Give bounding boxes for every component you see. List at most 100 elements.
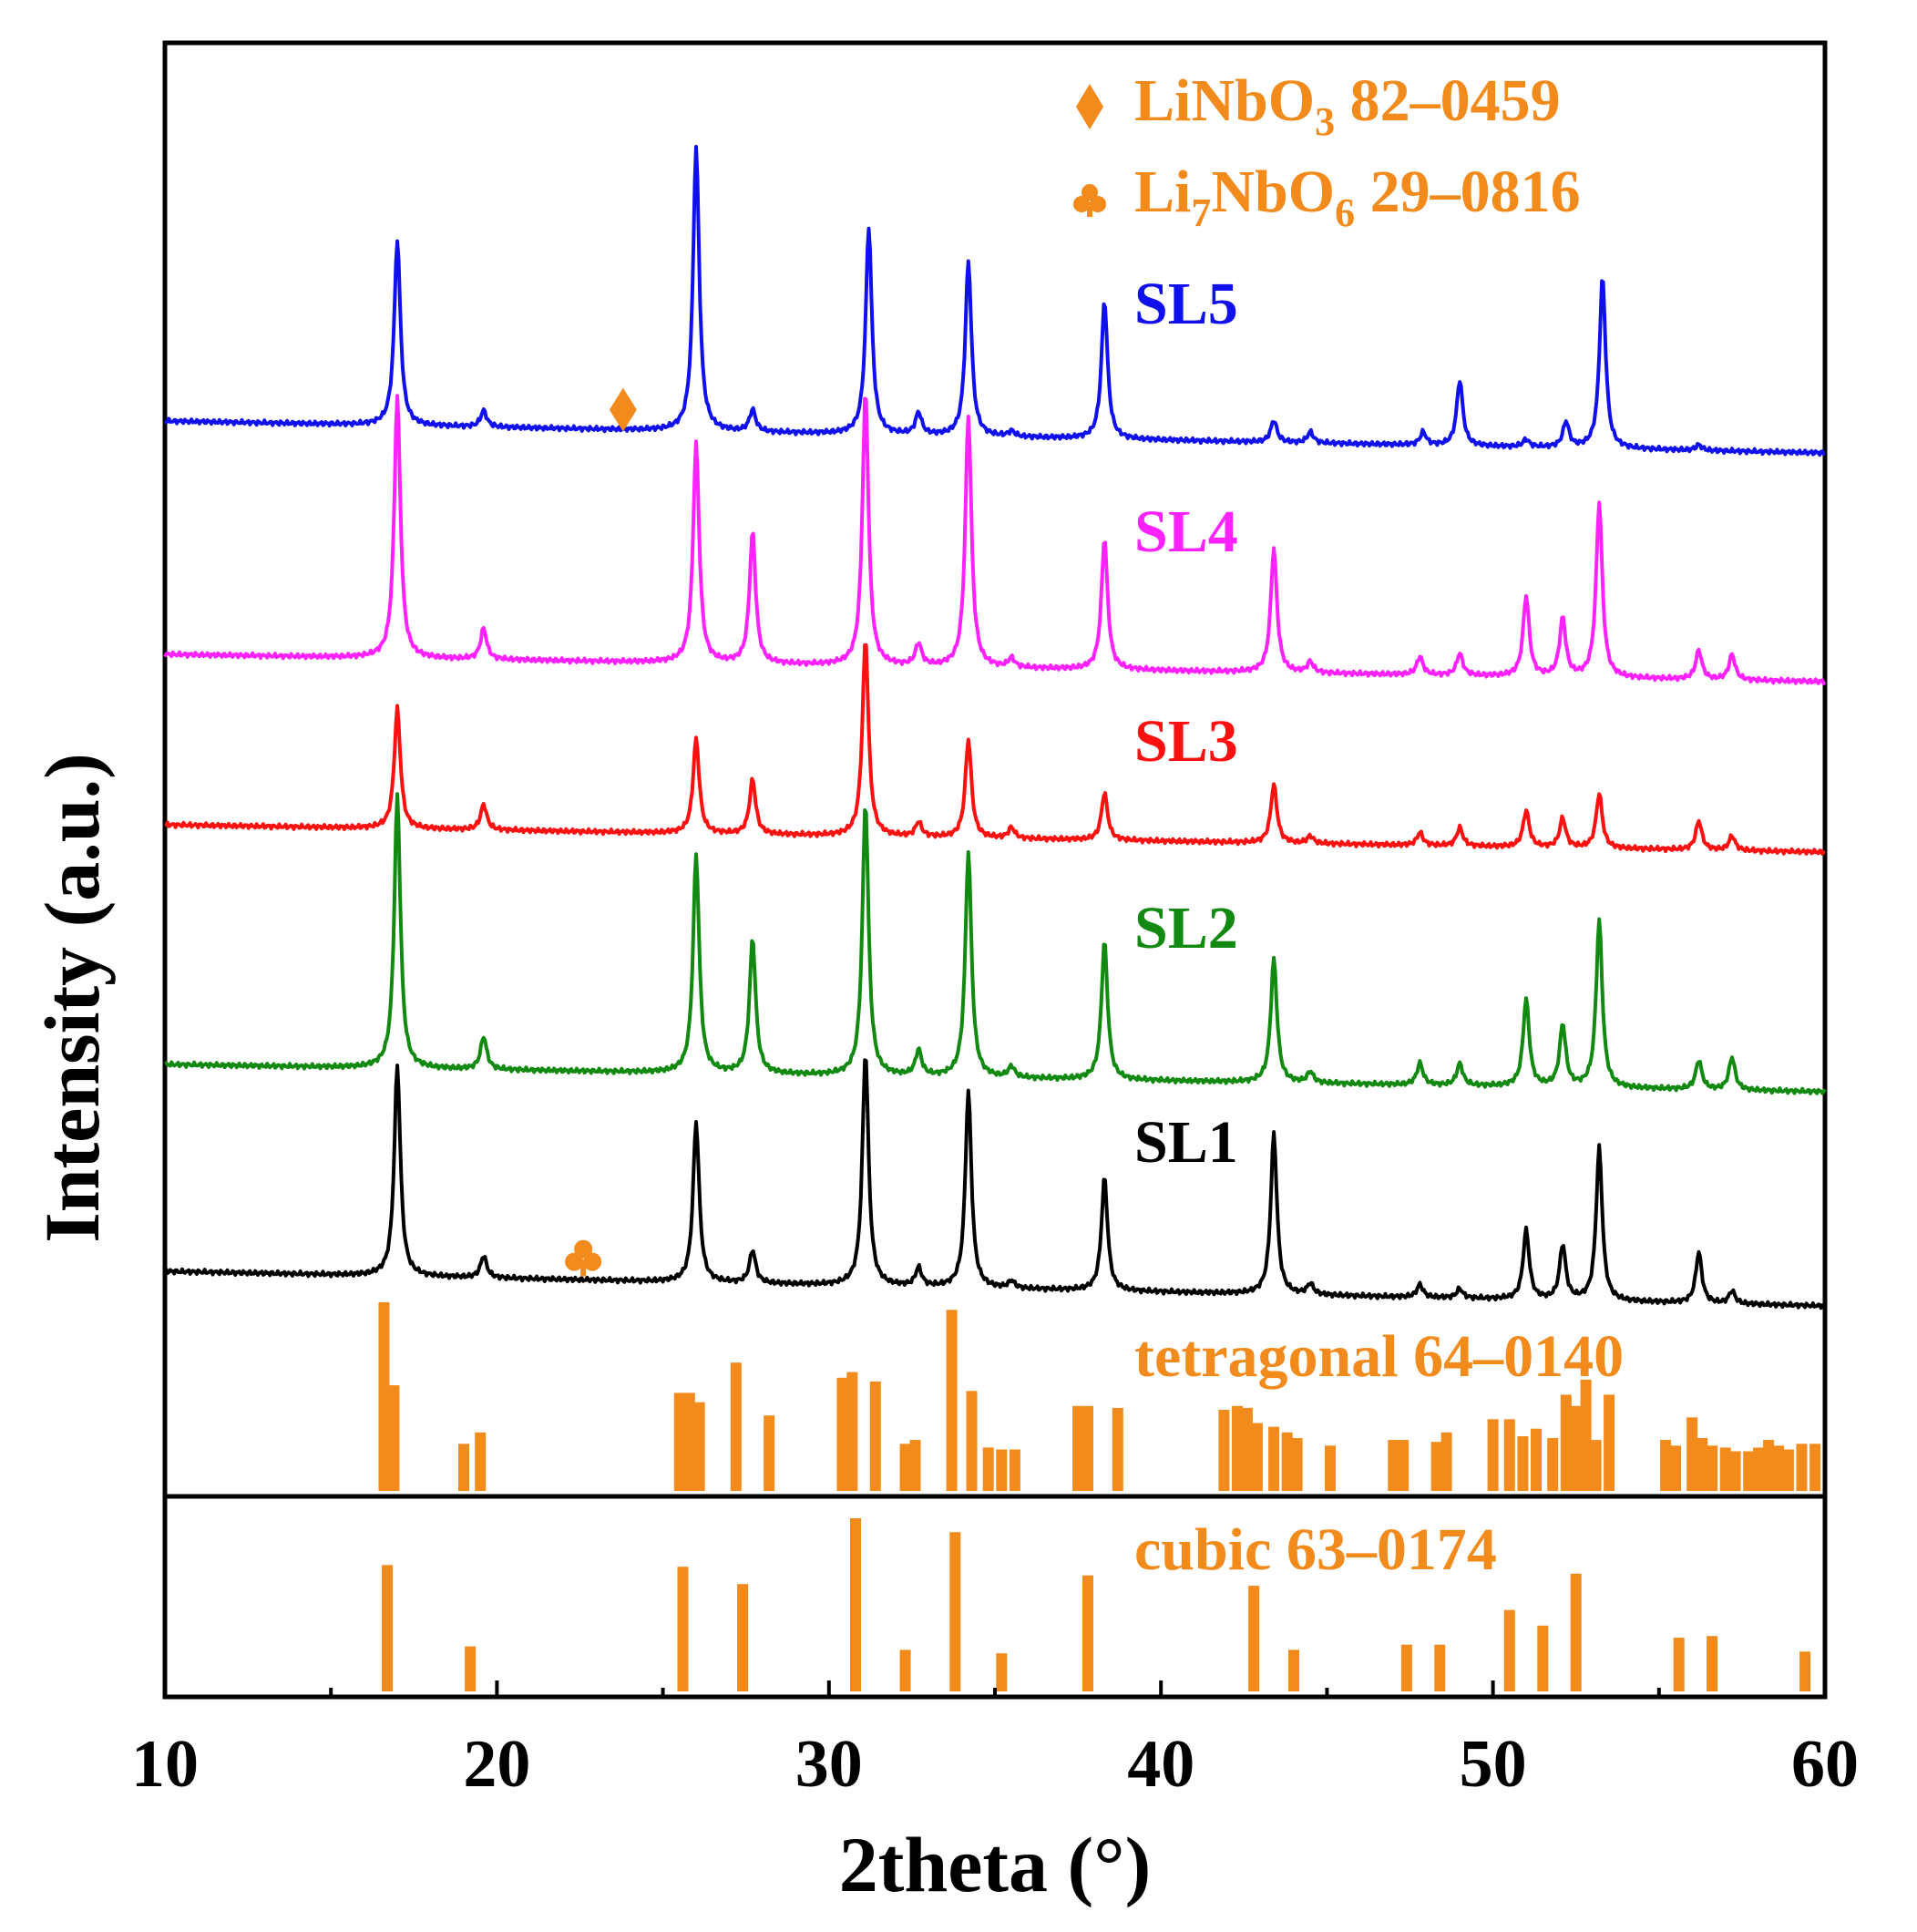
series-line-sl5	[163, 145, 1826, 457]
tetragonal-ref-line	[1487, 1419, 1499, 1491]
tetragonal-ref-line	[1218, 1410, 1230, 1491]
tetragonal-ref-line	[846, 1372, 858, 1491]
tetragonal-ref-line	[458, 1444, 469, 1492]
tetragonal-ref-line	[1660, 1440, 1672, 1491]
diamond-icon	[1076, 84, 1103, 129]
tetragonal-ref-line	[1082, 1405, 1093, 1491]
x-tick-label: 40	[1127, 1727, 1194, 1802]
tetragonal-ref-line	[996, 1449, 1008, 1491]
tetragonal-ref-line	[1440, 1432, 1452, 1491]
tetragonal-ref-line	[1580, 1379, 1592, 1491]
tetragonal-ref-line	[1743, 1451, 1755, 1491]
y-axis-label: Intensity (a.u.)	[28, 753, 116, 1243]
series-label-sl3: SL3	[1134, 708, 1238, 775]
tetragonal-ref-line	[1590, 1440, 1602, 1491]
tetragonal-ref-line	[946, 1310, 958, 1491]
club-marker-icon	[565, 1239, 602, 1277]
x-tick-label: 60	[1791, 1727, 1859, 1802]
tetragonal-ref-line	[1232, 1405, 1243, 1491]
tetragonal-ref-line	[1809, 1444, 1821, 1492]
cubic-ref-line	[1400, 1644, 1412, 1691]
cubic-ref-line	[1288, 1649, 1299, 1691]
tetragonal-ref-line	[1697, 1438, 1708, 1491]
cubic-ref-line	[1082, 1575, 1093, 1691]
series-line-sl4	[163, 394, 1827, 685]
tetragonal-ref-line	[673, 1392, 685, 1491]
tetragonal-ref-line	[1570, 1405, 1582, 1491]
cubic-ref-line	[1248, 1586, 1260, 1691]
tetragonal-ref-line	[1707, 1445, 1718, 1491]
series-line-sl2	[164, 792, 1827, 1095]
tetragonal-ref-line	[1241, 1407, 1253, 1491]
cubic-ref-line	[737, 1584, 749, 1691]
tetragonal-ref-line	[1729, 1451, 1741, 1491]
x-tick-label: 50	[1460, 1727, 1527, 1802]
x-tick-label: 30	[795, 1727, 863, 1802]
tetragonal-ref-line	[1670, 1445, 1681, 1491]
tetragonal-ref-line	[683, 1392, 695, 1491]
tetragonal-ref-line	[966, 1391, 978, 1491]
tetragonal-ref-line	[909, 1440, 921, 1491]
tetragonal-ref-line	[475, 1432, 487, 1491]
cubic-ref-line	[899, 1649, 911, 1691]
tetragonal-ref-line	[869, 1381, 881, 1491]
tetragonal-ref-line	[1796, 1444, 1808, 1492]
cubic-ref-line	[1799, 1651, 1811, 1691]
tetragonal-ref-line	[378, 1302, 390, 1491]
tetragonal-ref-line	[1009, 1449, 1020, 1491]
series-line-sl1	[163, 1058, 1826, 1310]
cubic-ref-line	[1434, 1644, 1446, 1691]
x-tick-label: 10	[131, 1727, 199, 1802]
legend-entry-linbo3: LiNbO3 82–0459	[1134, 67, 1561, 144]
x-tick-label: 20	[463, 1727, 530, 1802]
tetragonal-ref-line	[1291, 1438, 1303, 1491]
tetragonal-ref-line	[1560, 1394, 1572, 1491]
tetragonal-ref-line	[1773, 1445, 1784, 1491]
tetragonal-ref-line	[1531, 1428, 1542, 1491]
tetragonal-ref-line	[764, 1415, 775, 1491]
tetragonal-ref-line	[1281, 1432, 1293, 1491]
tetragonal-ref-line	[1268, 1426, 1280, 1491]
club-icon	[1073, 184, 1106, 217]
tetragonal-ref-line	[1251, 1423, 1263, 1491]
tetragonal-ref-line	[1719, 1447, 1731, 1491]
cubic-ref-line	[850, 1518, 861, 1691]
tetragonal-ref-line	[1112, 1407, 1123, 1491]
tetragonal-ref-line	[899, 1444, 911, 1492]
tetragonal-ref-line	[1753, 1447, 1765, 1491]
tetragonal-ref-line	[1430, 1442, 1442, 1491]
series-label-sl2: SL2	[1134, 895, 1238, 961]
cubic-ref-line	[465, 1646, 477, 1691]
cubic-ref-line	[677, 1567, 689, 1691]
series-label-sl5: SL5	[1134, 271, 1238, 337]
legend: LiNbO3 82–0459 Li7NbO6 29–0816	[1073, 67, 1581, 235]
cubic-ref-line	[382, 1565, 394, 1691]
tetragonal-ref-line	[1388, 1440, 1399, 1491]
tetragonal-ref-line	[388, 1385, 400, 1491]
reference-label-cubic: cubic 63–0174	[1134, 1516, 1497, 1583]
tetragonal-ref-line	[982, 1447, 994, 1491]
cubic-ref-line	[996, 1653, 1008, 1691]
tetragonal-ref-line	[836, 1377, 848, 1491]
tetragonal-ref-line	[1503, 1419, 1515, 1491]
cubic-ref-line	[1673, 1638, 1685, 1691]
tetragonal-ref-line	[1604, 1394, 1615, 1491]
tetragonal-ref-line	[1325, 1445, 1336, 1491]
tetragonal-ref-line	[1782, 1449, 1794, 1491]
tetragonal-ref-line	[1072, 1405, 1084, 1491]
series-label-sl4: SL4	[1134, 498, 1238, 565]
cubic-ref-line	[1503, 1609, 1515, 1691]
x-axis-label: 2theta (°)	[839, 1821, 1151, 1908]
cubic-ref-line	[1707, 1636, 1718, 1691]
cubic-ref-line	[1537, 1625, 1549, 1691]
tetragonal-ref-line	[693, 1402, 705, 1491]
tetragonal-ref-line	[1517, 1436, 1529, 1491]
diamond-marker-icon	[609, 387, 637, 432]
tetragonal-ref-line	[1763, 1440, 1775, 1491]
tetragonal-ref-line	[1686, 1417, 1698, 1491]
cubic-ref-line	[1570, 1573, 1582, 1691]
series-line-sl3	[164, 642, 1826, 856]
tetragonal-ref-line	[1547, 1438, 1559, 1491]
tetragonal-ref-line	[730, 1362, 742, 1491]
